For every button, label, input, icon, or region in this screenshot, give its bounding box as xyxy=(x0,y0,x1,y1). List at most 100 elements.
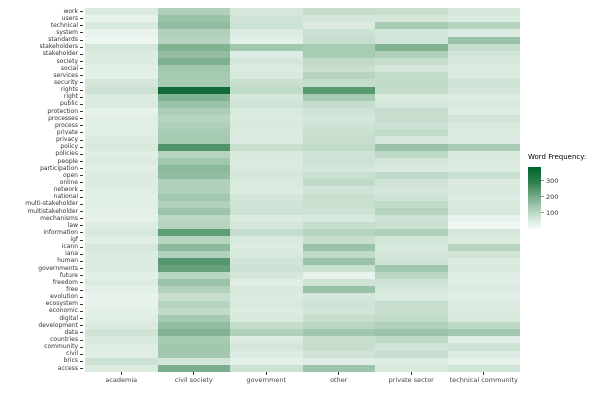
y-axis-tick xyxy=(80,75,83,77)
y-axis-tick xyxy=(80,353,83,355)
heatmap-cell xyxy=(375,329,448,337)
heatmap-cell xyxy=(85,107,158,116)
heatmap-cell xyxy=(302,179,375,187)
heatmap-cell xyxy=(230,172,303,180)
heatmap-cell xyxy=(157,336,230,344)
heatmap-cell xyxy=(85,115,158,123)
y-axis-label: public xyxy=(0,101,84,108)
heatmap-cell xyxy=(230,57,303,66)
y-axis-label: multistakeholder xyxy=(0,208,84,215)
heatmap-cell xyxy=(230,65,303,73)
heatmap-cell xyxy=(157,43,230,51)
heatmap-cell xyxy=(85,207,158,215)
heatmap-cell xyxy=(375,286,448,294)
heatmap-cell xyxy=(230,100,303,108)
heatmap-cell xyxy=(230,236,303,244)
heatmap-cell xyxy=(375,229,448,237)
heatmap-cell xyxy=(230,357,303,365)
heatmap-cell xyxy=(302,122,375,130)
heatmap-cell xyxy=(157,272,230,280)
heatmap-cell xyxy=(375,279,448,287)
y-axis-tick xyxy=(80,118,83,120)
heatmap-cell xyxy=(302,350,375,358)
heatmap-cell xyxy=(85,236,158,244)
heatmap-cell xyxy=(157,279,230,287)
y-axis-label: access xyxy=(0,365,84,372)
heatmap-cell xyxy=(375,214,448,223)
colorbar-wrap: 300 200 100 xyxy=(528,167,558,229)
heatmap-cell xyxy=(302,229,375,237)
heatmap-cell xyxy=(447,329,520,337)
heatmap-cell xyxy=(230,22,303,30)
heatmap-cell xyxy=(302,329,375,337)
heatmap-cell xyxy=(85,186,158,194)
heatmap-cell xyxy=(157,129,230,137)
heatmap-cell xyxy=(302,93,375,101)
heatmap-cell xyxy=(85,93,158,101)
heatmap-cell xyxy=(230,86,303,94)
heatmap-cell xyxy=(230,286,303,294)
heatmap-cell xyxy=(375,272,448,280)
heatmap-cell xyxy=(375,29,448,37)
heatmap-cell xyxy=(157,200,230,208)
heatmap-cell xyxy=(157,343,230,351)
y-axis-label: data xyxy=(0,329,84,336)
heatmap-cell xyxy=(447,8,520,16)
y-axis-label: work xyxy=(0,8,84,15)
heatmap-cell xyxy=(375,129,448,137)
heatmap-cell xyxy=(447,86,520,94)
x-axis-tick xyxy=(338,372,340,375)
heatmap-cell xyxy=(85,136,158,144)
heatmap-cell xyxy=(230,257,303,265)
heatmap-cell xyxy=(230,143,303,151)
heatmap-cell xyxy=(302,150,375,158)
heatmap-cell xyxy=(302,250,375,258)
heatmap-cell xyxy=(375,243,448,251)
heatmap-cell xyxy=(230,179,303,187)
heatmap-cell xyxy=(302,286,375,294)
y-axis-tick xyxy=(80,111,83,113)
heatmap-cell xyxy=(157,207,230,215)
heatmap-cell xyxy=(157,172,230,180)
heatmap-cell xyxy=(302,336,375,344)
heatmap-cell xyxy=(447,93,520,101)
heatmap-cell xyxy=(447,357,520,365)
heatmap-cell xyxy=(375,8,448,16)
heatmap-cell xyxy=(302,8,375,16)
y-axis-tick xyxy=(80,296,83,298)
y-axis-tick xyxy=(80,82,83,84)
y-axis-tick xyxy=(80,360,83,362)
heatmap-cell xyxy=(230,314,303,323)
heatmap-cell xyxy=(157,257,230,265)
heatmap-cell xyxy=(157,100,230,108)
heatmap-cell xyxy=(157,322,230,330)
y-axis-label: economic xyxy=(0,308,84,315)
heatmap-cell xyxy=(302,79,375,87)
y-axis-label: society xyxy=(0,58,84,65)
heatmap-cell xyxy=(302,100,375,108)
heatmap-cell xyxy=(302,307,375,315)
heatmap-cell xyxy=(157,286,230,294)
y-axis-label: future xyxy=(0,272,84,279)
heatmap-cell xyxy=(85,200,158,208)
heatmap-cell xyxy=(302,186,375,194)
y-axis-label: governments xyxy=(0,265,84,272)
heatmap-cell xyxy=(85,222,158,230)
x-axis-ticks xyxy=(85,372,520,375)
heatmap-cell xyxy=(447,100,520,108)
y-axis-tick xyxy=(80,18,83,20)
heatmap-cell xyxy=(447,43,520,51)
heatmap-cell xyxy=(230,207,303,215)
x-axis-tick xyxy=(410,372,412,375)
heatmap-cell xyxy=(375,15,448,23)
y-axis-tick xyxy=(80,11,83,13)
y-axis-tick xyxy=(80,189,83,191)
heatmap-cell xyxy=(230,43,303,51)
heatmap-cell xyxy=(447,336,520,344)
heatmap-cell xyxy=(230,107,303,116)
heatmap-cell xyxy=(157,93,230,101)
heatmap-cell xyxy=(447,157,520,166)
y-axis-label: users xyxy=(0,15,84,22)
heatmap-cell xyxy=(157,157,230,166)
y-axis-label: digital xyxy=(0,315,84,322)
